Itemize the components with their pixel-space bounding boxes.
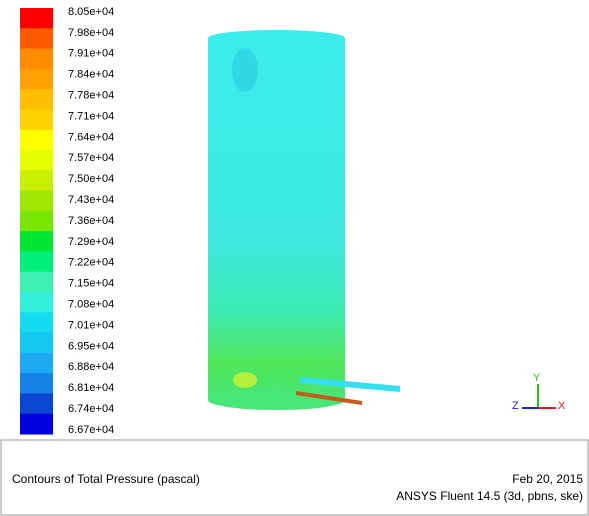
legend-label: 6.88e+04: [68, 361, 114, 373]
legend-label: 7.36e+04: [68, 215, 114, 227]
color-swatch: [20, 130, 53, 151]
legend-label: 7.71e+04: [68, 110, 114, 122]
spot: [233, 372, 257, 388]
color-swatch: [20, 272, 53, 293]
legend-label: 7.15e+04: [68, 278, 114, 290]
color-swatch: [20, 373, 53, 394]
legend-label: 7.84e+04: [68, 69, 114, 81]
color-swatch: [20, 49, 53, 70]
legend: 8.05e+04 7.98e+04 7.91e+04 7.84e+04 7.78e+04…: [20, 6, 114, 436]
legend-label: 8.05e+04: [68, 6, 114, 18]
tank-bottom: [208, 390, 345, 410]
legend-label: 7.78e+04: [68, 90, 114, 102]
legend-label: 7.57e+04: [68, 152, 114, 164]
legend-label: 7.01e+04: [68, 319, 114, 331]
color-swatch: [20, 251, 53, 272]
footer-date: Feb 20, 2015: [512, 472, 583, 486]
legend-label: 7.50e+04: [68, 173, 114, 185]
color-swatch: [20, 414, 53, 435]
legend-label: 7.64e+04: [68, 131, 114, 143]
fluent-view: 8.05e+04 7.98e+04 7.91e+04 7.84e+04 7.78e+04…: [0, 0, 589, 516]
footer-title: Contours of Total Pressure (pascal): [12, 472, 200, 486]
color-swatch: [20, 89, 53, 110]
legend-label: 7.98e+04: [68, 27, 114, 39]
spot: [232, 48, 258, 92]
color-swatch: [20, 393, 53, 414]
color-swatch: [20, 292, 53, 313]
color-swatch: [20, 150, 53, 171]
footer-version: ANSYS Fluent 14.5 (3d, pbns, ske): [396, 489, 583, 503]
color-swatch: [20, 333, 53, 354]
legend-label: 7.91e+04: [68, 48, 114, 60]
y-label: Y: [533, 372, 541, 384]
legend-label: 7.43e+04: [68, 194, 114, 206]
color-swatch: [20, 353, 53, 374]
color-swatch: [20, 170, 53, 191]
legend-label: 7.29e+04: [68, 236, 114, 248]
legend-label: 6.81e+04: [68, 382, 114, 394]
axis-triad: Y X Z: [512, 372, 566, 412]
legend-label: 7.22e+04: [68, 257, 114, 269]
z-label: Z: [512, 400, 519, 412]
legend-label: 6.67e+04: [68, 424, 114, 436]
color-swatch: [20, 191, 53, 212]
color-swatch: [20, 231, 53, 252]
tank-top: [208, 30, 345, 46]
color-swatch: [20, 109, 53, 130]
geometry: [208, 30, 400, 410]
color-swatch: [20, 8, 53, 29]
legend-label: 6.95e+04: [68, 340, 114, 352]
legend-label: 6.74e+04: [68, 403, 114, 415]
color-swatch: [20, 312, 53, 333]
tank: [208, 38, 345, 400]
color-swatch: [20, 211, 53, 232]
color-swatch: [20, 28, 53, 49]
color-swatch: [20, 69, 53, 90]
x-label: X: [558, 400, 566, 412]
legend-label: 7.08e+04: [68, 299, 114, 311]
